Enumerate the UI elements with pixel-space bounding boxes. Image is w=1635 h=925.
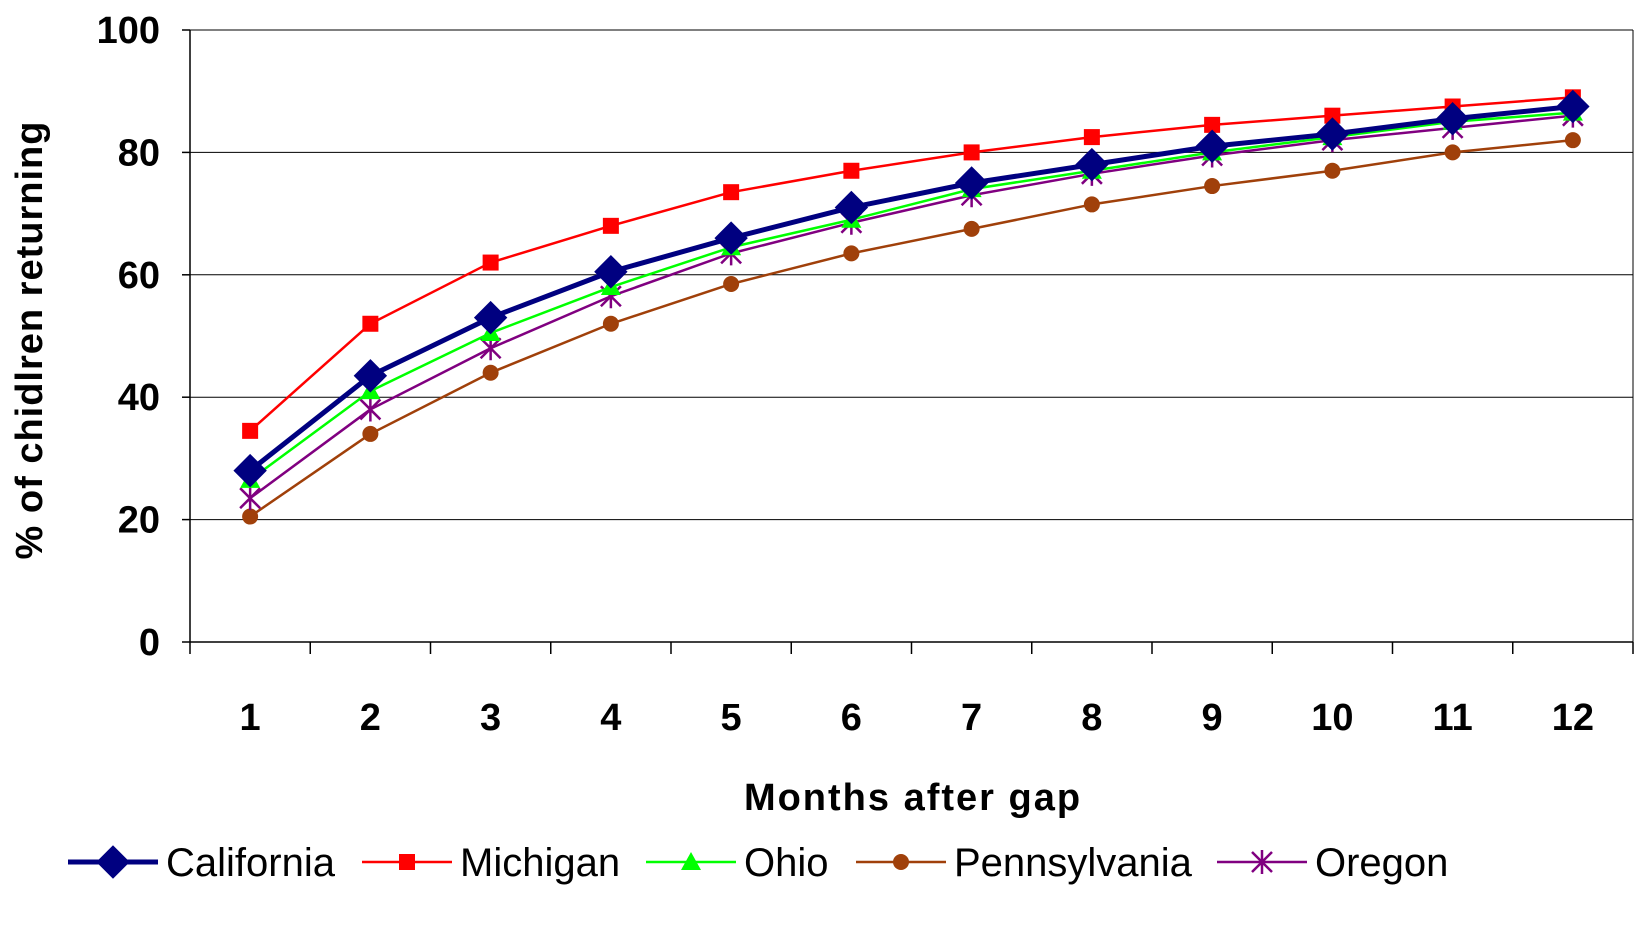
- legend-entry-oregon: Oregon: [1217, 841, 1448, 885]
- data-point-pennsylvania: [723, 275, 740, 292]
- x-tick-label: 4: [600, 697, 621, 739]
- legend-label: Oregon: [1315, 841, 1448, 885]
- data-point-pennsylvania: [1324, 162, 1341, 179]
- y-tick-label: 40: [118, 377, 160, 419]
- x-tick-label: 6: [841, 697, 862, 739]
- x-axis-title: Months after gap: [744, 777, 1082, 819]
- data-point-pennsylvania: [843, 245, 860, 262]
- series-california: [233, 89, 1590, 488]
- legend-swatch-marker: [1251, 850, 1273, 874]
- data-point-pennsylvania: [1564, 132, 1581, 149]
- series-line-ohio: [249, 111, 1573, 481]
- legend-entry-pennsylvania: Pennsylvania: [856, 841, 1193, 885]
- legend-swatch-marker: [893, 854, 909, 870]
- data-point-california: [1556, 89, 1590, 124]
- y-axis-title: % of chidlren returning: [9, 121, 51, 560]
- data-point-california: [1315, 117, 1350, 151]
- y-tick-label: 60: [118, 255, 160, 297]
- x-tick-label: 9: [1202, 697, 1223, 739]
- y-tick-label: 100: [97, 10, 160, 52]
- series-pennsylvania: [242, 132, 1581, 525]
- series-lines: [233, 89, 1590, 525]
- legend-label: Ohio: [744, 841, 829, 885]
- series-line-pennsylvania: [249, 138, 1574, 518]
- data-point-california: [714, 221, 748, 255]
- data-point-california: [473, 300, 508, 335]
- data-point-michigan: [1204, 116, 1221, 133]
- legend-entry-michigan: Michigan: [362, 841, 620, 885]
- data-point-michigan: [723, 184, 740, 201]
- legend: California Michigan Ohio Pennsylvania Oregon: [68, 841, 1448, 885]
- data-point-michigan: [242, 422, 259, 439]
- y-tick-label: 80: [118, 132, 160, 174]
- legend-swatch-marker: [399, 854, 415, 870]
- data-point-california: [1435, 102, 1470, 136]
- x-tick-label: 1: [240, 697, 261, 739]
- data-point-pennsylvania: [242, 508, 259, 525]
- data-point-michigan: [1324, 107, 1341, 124]
- series-oregon: [239, 103, 1584, 511]
- gridlines: [190, 29, 1633, 521]
- x-tick-label: 3: [480, 697, 501, 739]
- data-point-michigan: [362, 315, 379, 332]
- data-point-pennsylvania: [602, 315, 619, 332]
- x-tick-label: 8: [1081, 697, 1102, 739]
- data-point-michigan: [482, 254, 499, 271]
- legend-label: Pennsylvania: [954, 841, 1193, 885]
- data-point-pennsylvania: [963, 220, 980, 237]
- x-tick-label: 5: [721, 697, 742, 739]
- data-point-michigan: [602, 217, 619, 234]
- x-tick-label: 12: [1552, 697, 1594, 739]
- data-point-california: [233, 453, 267, 488]
- data-point-california: [353, 359, 388, 393]
- axes: [182, 29, 1634, 654]
- data-point-pennsylvania: [1444, 144, 1461, 161]
- x-tick-label: 7: [961, 697, 982, 739]
- data-point-pennsylvania: [362, 425, 379, 442]
- x-tick-label: 2: [360, 697, 381, 739]
- y-tick-labels: 0 20 40 60 80 100: [97, 10, 160, 664]
- x-tick-label: 11: [1433, 697, 1473, 739]
- data-point-california: [1075, 147, 1109, 182]
- data-point-california: [1195, 129, 1229, 163]
- data-point-oregon: [359, 397, 382, 422]
- data-point-pennsylvania: [1204, 178, 1221, 195]
- legend-label: Michigan: [460, 841, 620, 885]
- legend-entry-california: California: [68, 841, 336, 885]
- x-tick-label: 10: [1311, 697, 1353, 739]
- data-point-pennsylvania: [1083, 196, 1100, 213]
- y-tick-label: 20: [118, 500, 160, 542]
- legend-swatch-marker: [96, 845, 130, 879]
- legend-entry-ohio: Ohio: [646, 841, 829, 885]
- x-tick-labels: 1 2 3 4 5 6 7 8 9 10 11 12: [240, 697, 1594, 739]
- series-line-michigan: [249, 96, 1573, 432]
- series-line-california: [248, 104, 1574, 473]
- legend-label: California: [166, 841, 336, 885]
- data-point-california: [594, 255, 628, 289]
- legend-swatch-marker: [681, 852, 701, 870]
- data-point-michigan: [1083, 129, 1100, 146]
- data-point-michigan: [963, 144, 980, 161]
- data-point-california: [834, 190, 869, 225]
- series-michigan: [242, 89, 1581, 439]
- series-line-oregon: [249, 114, 1574, 500]
- data-point-michigan: [843, 162, 860, 179]
- data-point-pennsylvania: [482, 364, 499, 381]
- data-point-california: [954, 166, 989, 200]
- data-point-oregon: [239, 486, 262, 511]
- y-tick-label: 0: [139, 622, 160, 664]
